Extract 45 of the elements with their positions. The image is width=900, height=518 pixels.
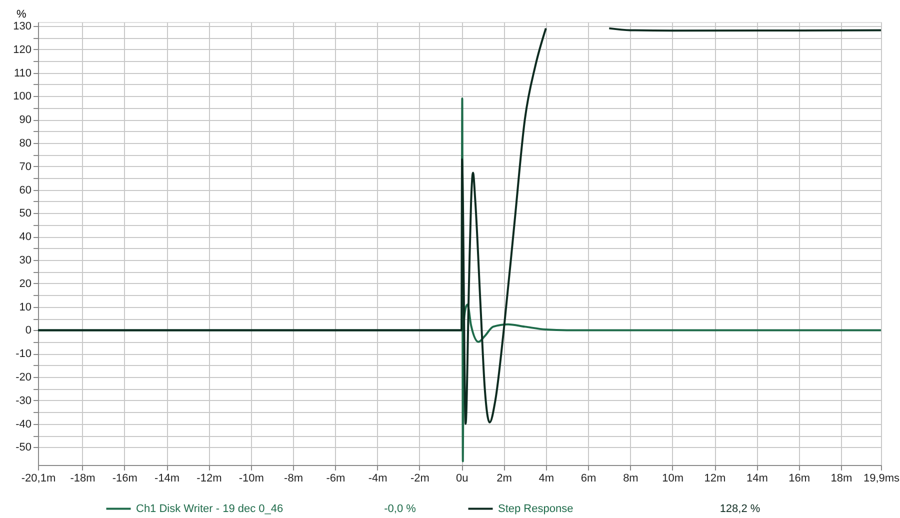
y-tick-label: 10 [19, 301, 32, 314]
y-tick-label: 20 [19, 278, 32, 290]
x-tick-label: -18m [70, 472, 96, 484]
x-tick-label: 2m [496, 472, 512, 484]
y-tick-label: 130 [13, 20, 32, 32]
x-tick-label: -20,1m [21, 472, 56, 484]
legend-label: Ch1 Disk Writer - 19 dec 0_46 [136, 502, 284, 515]
x-tick-label: -8m [284, 472, 303, 484]
y-tick-label: 50 [19, 208, 32, 220]
x-tick-label: -12m [196, 472, 222, 484]
x-tick-label: 19,9ms [863, 472, 900, 484]
y-tick-label: 80 [19, 137, 32, 150]
text: 128,2 % [720, 503, 760, 515]
text: -0,0 % [384, 503, 416, 515]
y-tick-label: 110 [14, 67, 32, 80]
x-tick-label: 10m [662, 472, 684, 484]
y-axis-title: % [16, 8, 26, 20]
y-tick-label: -50 [16, 442, 32, 454]
y-tick-label: 0 [25, 324, 32, 337]
y-tick-label: 60 [19, 184, 32, 196]
y-tick-label: 40 [19, 231, 32, 244]
x-tick-label: -16m [112, 472, 138, 484]
x-tick-label: 16m [788, 472, 810, 484]
x-tick-label: 6m [580, 472, 596, 484]
y-tick-label: 90 [19, 114, 32, 126]
y-tick-label: 100 [13, 90, 32, 103]
y-tick-label: 70 [19, 160, 32, 173]
legend-label: Step Response [498, 502, 574, 515]
x-tick-label: 0u [456, 472, 468, 484]
x-tick-label: -2m [410, 472, 430, 484]
y-tick-label: -10 [16, 348, 32, 360]
y-tick-label: -20 [16, 372, 32, 384]
x-tick-label: 8m [623, 472, 638, 484]
x-tick-label: -10m [238, 472, 264, 484]
x-tick-label: -6m [326, 472, 346, 484]
x-tick-label: 12m [704, 472, 726, 484]
x-tick-label: 18m [830, 472, 852, 484]
y-tick-label: 120 [13, 44, 32, 56]
x-tick-label: 4m [538, 472, 554, 484]
x-tick-label: -4m [368, 472, 388, 484]
x-tick-label: 14m [746, 472, 768, 484]
y-tick-label: 30 [19, 254, 32, 266]
x-tick-label: -14m [154, 472, 180, 484]
y-tick-label: -30 [16, 394, 32, 407]
y-tick-label: -40 [16, 418, 32, 430]
